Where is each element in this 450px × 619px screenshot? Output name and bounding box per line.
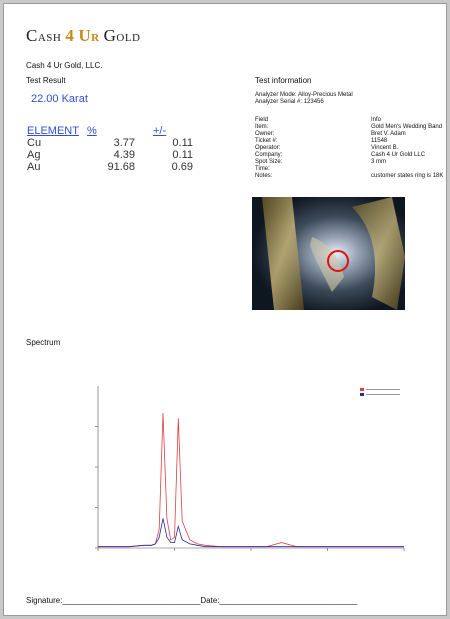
info-key: Ticket #: xyxy=(255,138,278,144)
spectrum-series-line-2 xyxy=(98,518,404,548)
info-value: Vincent B. xyxy=(371,145,399,151)
analyzer-details: Analyzer Mode: Alloy-Precious Metal Anal… xyxy=(255,92,353,106)
error-column-header: +/- xyxy=(153,125,167,137)
company-name: Cash 4 Ur Gold, LLC. xyxy=(26,61,103,70)
info-value: 3 mm xyxy=(371,159,386,165)
percent-cell: 91.68 xyxy=(107,161,135,173)
error-cell: 0.69 xyxy=(171,161,193,173)
info-row: Ticket #: 11548 xyxy=(255,138,443,145)
table-row: Ag 4.39 0.11 xyxy=(27,149,193,161)
info-value: Info xyxy=(371,117,382,123)
chart-legend xyxy=(360,388,400,396)
error-cell: 0.11 xyxy=(172,149,193,161)
analysis-spot-marker xyxy=(327,250,349,272)
chart-series-group xyxy=(98,412,404,548)
info-key: Spot Size: xyxy=(255,159,283,165)
info-row: Operator: Vincent B. xyxy=(255,145,443,152)
info-value: Gold Men's Wedding Band xyxy=(371,124,443,130)
info-value: Bret V. Adam xyxy=(371,131,406,137)
legend-swatch xyxy=(360,393,364,396)
info-value xyxy=(371,166,443,173)
chart-background xyxy=(86,372,414,562)
test-information-heading: Test information xyxy=(255,76,312,85)
info-row: Item: Gold Men's Wedding Band xyxy=(255,124,443,131)
report-page: CASH 4 UR GOLD Cash 4 Ur Gold, LLC. Test… xyxy=(3,3,447,616)
karat-result: 22.00 Karat xyxy=(31,93,88,105)
info-key: Item: xyxy=(255,124,269,130)
table-row: Au 91.68 0.69 xyxy=(27,161,193,173)
info-value: customer states ring is 18K xyxy=(371,173,444,179)
info-row: Company: Cash 4 Ur Gold LLC xyxy=(255,152,443,159)
percent-cell: 3.77 xyxy=(113,137,135,149)
info-row: Owner: Bret V. Adam xyxy=(255,131,443,138)
legend-swatch xyxy=(360,388,364,391)
test-info-fields: Field Info Item: Gold Men's Wedding Band O… xyxy=(255,117,443,180)
cash-4-ur-gold-logo: CASH 4 UR GOLD xyxy=(26,26,141,45)
info-row: Notes: customer states ring is 18K xyxy=(255,173,443,180)
percent-cell: 4.39 xyxy=(113,149,135,161)
sample-camera-photo xyxy=(252,197,405,310)
error-cell: 0.11 xyxy=(172,137,193,149)
spectrum-chart xyxy=(86,372,414,562)
table-row: Cu 3.77 0.11 xyxy=(27,137,193,149)
info-value: 11548 xyxy=(371,138,388,144)
info-row: Spot Size: 3 mm xyxy=(255,159,443,166)
analyzer-serial: Analyzer Serial #: 123456 xyxy=(255,99,324,105)
signature-date-line: Signature:______________________________… xyxy=(26,596,358,605)
element-column-header: ELEMENT xyxy=(27,125,79,137)
info-key: Time: xyxy=(255,166,270,172)
table-header-row: ELEMENT % +/- xyxy=(27,125,193,137)
info-key: Owner: xyxy=(255,131,275,137)
element-cell: Cu xyxy=(27,137,42,149)
element-cell: Au xyxy=(27,161,41,173)
element-composition-table: ELEMENT % +/- Cu 3.77 0.11 Ag 4.39 0.11 … xyxy=(27,125,193,173)
legend-entry xyxy=(366,389,400,390)
chart-frame xyxy=(95,386,405,551)
info-key: Company: xyxy=(255,152,283,158)
info-key: Notes: xyxy=(255,173,273,179)
analyzer-mode: Analyzer Mode: Alloy-Precious Metal xyxy=(255,92,353,98)
info-row: Field Info xyxy=(255,117,443,124)
element-cell: Ag xyxy=(27,149,41,161)
percent-column-header: % xyxy=(87,125,97,137)
info-key: Field xyxy=(255,117,269,123)
test-result-heading: Test Result xyxy=(26,76,66,85)
info-row: Time: xyxy=(255,166,443,173)
legend-entry xyxy=(366,394,400,395)
spectrum-heading: Spectrum xyxy=(26,338,61,347)
info-value: Cash 4 Ur Gold LLC xyxy=(371,152,426,158)
info-key: Operator: xyxy=(255,145,281,151)
